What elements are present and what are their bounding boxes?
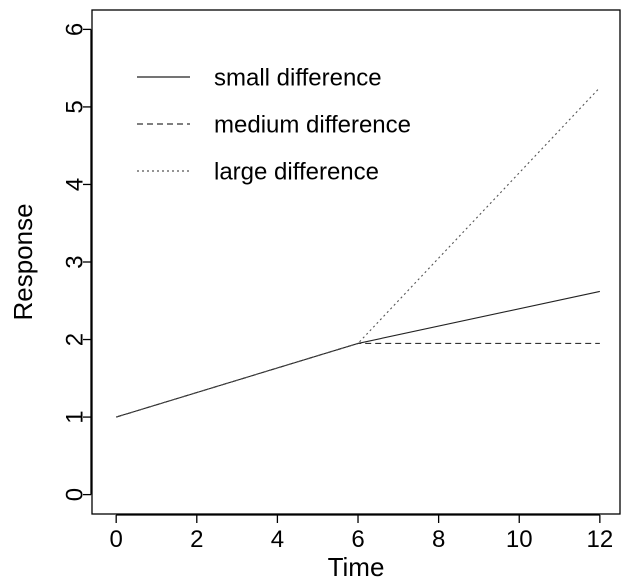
series-layer (116, 87, 601, 418)
y-tick-label: 2 (61, 333, 88, 346)
x-tick-label: 10 (506, 526, 533, 553)
x-axis: 0 2 4 6 8 10 12 (110, 514, 613, 553)
y-tick-label: 0 (61, 488, 88, 501)
legend-label: medium difference (214, 111, 411, 138)
x-tick-label: 6 (351, 526, 364, 553)
x-tick-label: 12 (586, 526, 613, 553)
series-line-dashed (116, 342, 600, 418)
y-tick-label: 4 (61, 178, 88, 191)
x-tick-label: 4 (271, 526, 284, 553)
legend-label: large difference (214, 158, 379, 185)
y-axis: 0 1 2 3 4 5 6 (61, 23, 92, 501)
y-tick-label: 3 (61, 255, 88, 268)
x-tick-label: 0 (110, 526, 123, 553)
y-tick-label: 1 (61, 410, 88, 423)
plot-frame (91, 9, 621, 515)
y-axis-title: Response (8, 203, 38, 320)
legend: small difference medium difference large d… (137, 64, 411, 185)
series-line-solid (116, 290, 600, 418)
x-tick-label: 2 (190, 526, 203, 553)
legend-label: small difference (214, 64, 382, 91)
y-tick-label: 6 (61, 23, 88, 36)
x-axis-title: Time (328, 552, 385, 582)
x-tick-label: 8 (432, 526, 445, 553)
y-tick-label: 5 (61, 100, 88, 113)
